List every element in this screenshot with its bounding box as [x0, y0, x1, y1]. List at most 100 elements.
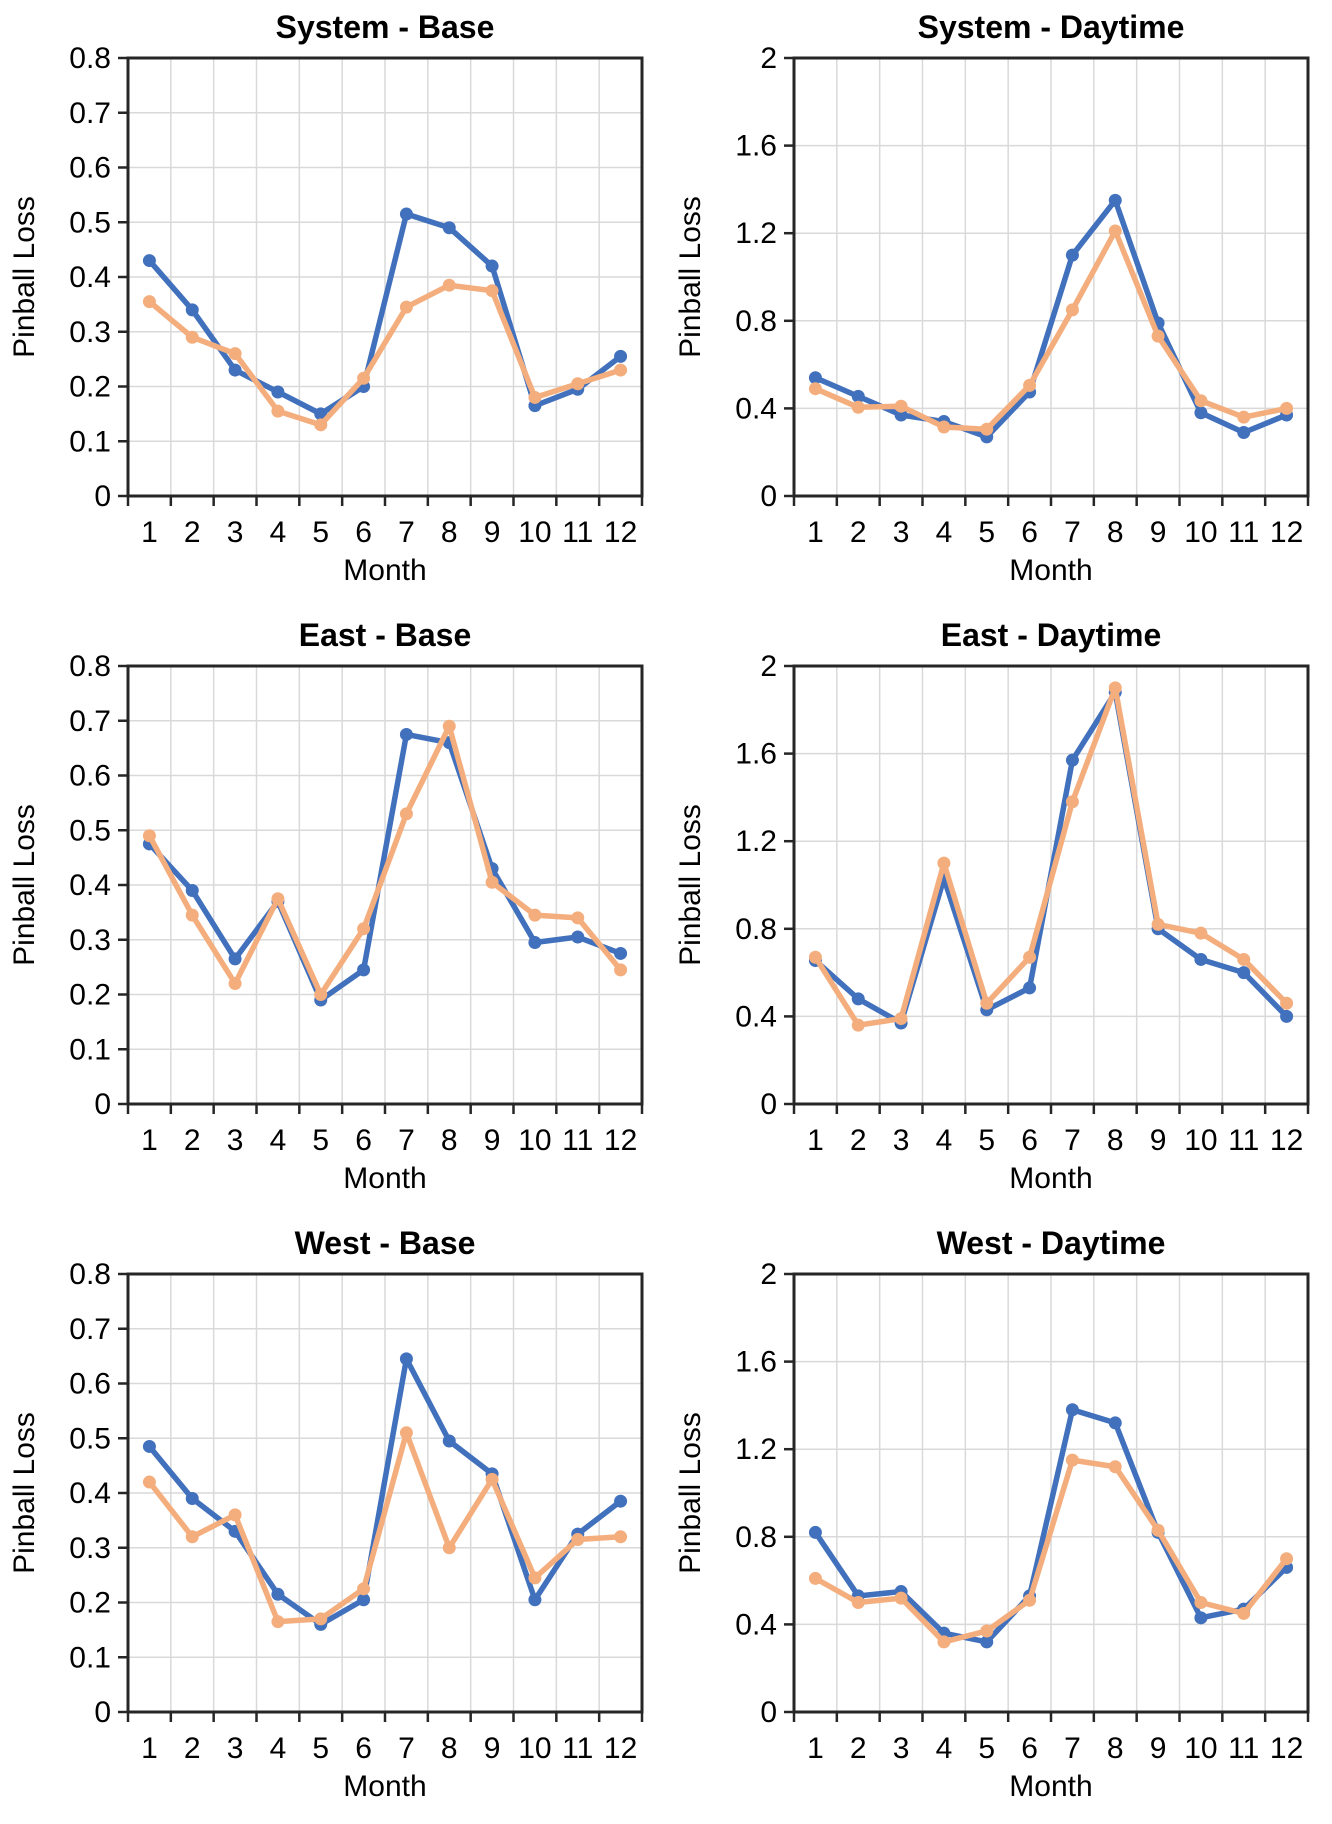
chart-east-daytime: East - Daytime Pinball Loss Month 0 0.4 0.… — [666, 608, 1332, 1216]
data-point — [399, 727, 413, 741]
data-point — [980, 996, 994, 1010]
data-point — [399, 300, 413, 314]
y-tick-label: 0.2 — [69, 979, 111, 1012]
data-point — [1194, 394, 1208, 408]
y-tick-label: 0.1 — [69, 425, 111, 458]
y-tick-label: 0.7 — [69, 705, 111, 738]
data-point — [142, 829, 156, 843]
plot-svg: West - Base Pinball Loss Month 0 0.1 0.2 0.… — [8, 1225, 644, 1803]
x-tick-label: 9 — [484, 1732, 501, 1765]
data-point — [228, 363, 242, 377]
x-tick-label: 8 — [441, 1124, 458, 1157]
y-tick-label: 0 — [94, 1696, 111, 1729]
chart-west-base: West - Base Pinball Loss Month 0 0.1 0.2 0.… — [0, 1216, 666, 1824]
chart-title: East - Daytime — [941, 617, 1162, 653]
data-point — [1108, 1416, 1122, 1430]
series-blue — [808, 1403, 1294, 1649]
data-point — [1065, 795, 1079, 809]
y-tick-label: 0.8 — [735, 1521, 777, 1554]
x-tick-label: 3 — [227, 1124, 244, 1157]
data-point — [528, 935, 542, 949]
chart-east-base: East - Base Pinball Loss Month 0 0.1 0.2 0.… — [0, 608, 666, 1216]
y-tick-label: 0.8 — [69, 42, 111, 75]
series-line — [146, 1430, 624, 1625]
y-tick-label: 0.5 — [69, 814, 111, 847]
data-point — [894, 1012, 908, 1026]
data-point — [228, 952, 242, 966]
y-tick-label: 0 — [760, 1696, 777, 1729]
x-tick-label: 6 — [1021, 1124, 1038, 1157]
x-tick-label: 10 — [1184, 1732, 1217, 1765]
x-tick-label: 2 — [850, 516, 867, 549]
series-line — [146, 731, 624, 1003]
x-tick-label: 12 — [604, 516, 637, 549]
data-point — [485, 259, 499, 273]
data-point — [1108, 193, 1122, 207]
x-tick-label: 12 — [1270, 1732, 1303, 1765]
series-orange — [142, 1426, 628, 1629]
x-tick-label: 5 — [978, 1124, 995, 1157]
data-point — [185, 303, 199, 317]
data-point — [357, 1593, 371, 1607]
x-tick-label: 8 — [1107, 1732, 1124, 1765]
data-point — [185, 908, 199, 922]
x-tick-label: 6 — [355, 516, 372, 549]
data-point — [399, 807, 413, 821]
x-tick-label: 3 — [893, 1124, 910, 1157]
x-tick-label: 1 — [141, 1124, 158, 1157]
data-point — [228, 1508, 242, 1522]
data-point — [528, 390, 542, 404]
plot-area: 00.40.81.21.621 2 3 4 5 6 7 8 9 10 11 12 — [735, 42, 1310, 549]
plot-frame — [126, 1272, 644, 1714]
data-point — [614, 1494, 628, 1508]
data-point — [937, 420, 951, 434]
data-point — [808, 382, 822, 396]
data-point — [1194, 952, 1208, 966]
series-line — [146, 211, 624, 417]
y-tick-label: 0.3 — [69, 1532, 111, 1565]
data-point — [185, 1491, 199, 1505]
y-tick-label: 0.8 — [69, 650, 111, 683]
plot-area: 00.10.20.30.40.50.60.70.81 2 3 4 5 6 7 8 9 10 11 12 — [69, 1258, 644, 1765]
y-tick-label: 1.2 — [735, 1433, 777, 1466]
chart-system-daytime: System - Daytime Pinball Loss Month 0 0.4… — [666, 0, 1332, 608]
y-axis-label: Pinball Loss — [674, 1412, 707, 1574]
data-point — [442, 719, 456, 733]
data-point — [142, 254, 156, 268]
x-tick-label: 12 — [1270, 516, 1303, 549]
x-tick-label: 6 — [355, 1732, 372, 1765]
data-point — [1151, 1523, 1165, 1537]
series-orange — [142, 719, 628, 1001]
data-point — [1280, 1009, 1294, 1023]
y-tick-label: 0.4 — [735, 392, 777, 425]
chart-title: System - Base — [276, 9, 495, 45]
chart-title: West - Daytime — [937, 1225, 1166, 1261]
y-tick-label: 1.6 — [735, 1346, 777, 1379]
data-point — [314, 988, 328, 1001]
data-point — [357, 371, 371, 385]
x-tick-label: 1 — [807, 516, 824, 549]
plot-svg: East - Daytime Pinball Loss Month 0 0.4 0.… — [674, 617, 1310, 1195]
data-point — [1280, 401, 1294, 415]
data-point — [1065, 1403, 1079, 1417]
data-point — [980, 1635, 994, 1649]
data-point — [1023, 950, 1037, 964]
data-point — [808, 371, 822, 385]
x-tick-label: 9 — [484, 516, 501, 549]
data-point — [1065, 753, 1079, 767]
x-tick-label: 9 — [484, 1124, 501, 1157]
data-point — [399, 207, 413, 221]
data-point — [894, 1591, 908, 1605]
x-tick-label: 5 — [312, 1124, 329, 1157]
y-axis-label: Pinball Loss — [674, 196, 707, 358]
data-point — [1194, 926, 1208, 940]
y-tick-label: 0.7 — [69, 1313, 111, 1346]
x-axis-label: Month — [343, 554, 426, 587]
x-tick-label: 5 — [978, 516, 995, 549]
data-point — [228, 977, 242, 991]
x-tick-label: 10 — [518, 1124, 551, 1157]
x-tick-label: 7 — [1064, 516, 1081, 549]
data-point — [851, 389, 865, 403]
x-tick-label: 8 — [441, 1732, 458, 1765]
data-point — [937, 856, 951, 870]
